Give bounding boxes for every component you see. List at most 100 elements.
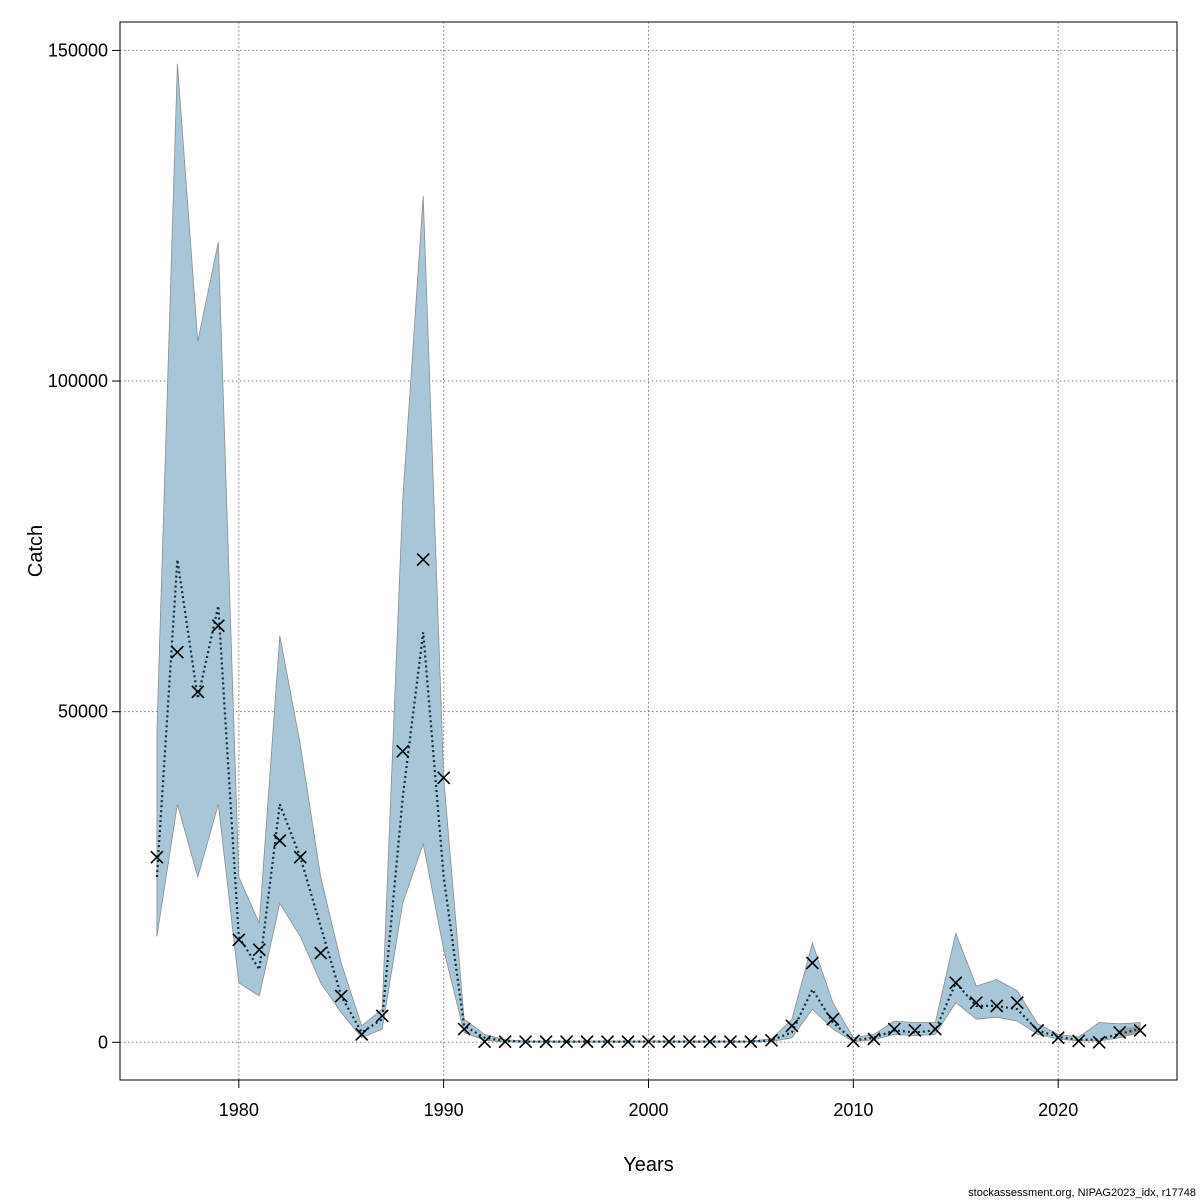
observed-point (662, 1035, 676, 1049)
x-tick-label: 1980 (219, 1100, 259, 1120)
axes: 1980 1990 2000 2010 2020 0 50000 100000 150000 (48, 40, 1078, 1120)
observed-point (641, 1035, 656, 1049)
observed-point (252, 943, 266, 957)
observed-point-stroke (600, 1035, 615, 1049)
observed-point-stroke (314, 946, 328, 960)
observed-point (887, 1022, 901, 1036)
observed-point (744, 1035, 758, 1049)
observed-point-stroke (355, 1027, 369, 1041)
observed-point (785, 1019, 799, 1033)
observed-point-stroke (949, 976, 963, 990)
observed-point-stroke (457, 1022, 471, 1036)
observed-point-stroke (703, 1035, 717, 1049)
observed-point (1133, 1023, 1147, 1037)
observed-point (703, 1035, 717, 1049)
observed-point-stroke (662, 1035, 676, 1049)
observed-point (949, 976, 963, 990)
observed-point (867, 1032, 881, 1046)
observed-point-stroke (1051, 1031, 1065, 1045)
observed-point-stroke (437, 771, 451, 785)
observed-point (826, 1012, 840, 1026)
y-tick-label: 150000 (48, 40, 108, 60)
observed-point (805, 956, 819, 970)
observed-point (846, 1034, 860, 1048)
observed-point (1051, 1031, 1065, 1045)
observed-point (600, 1035, 615, 1049)
x-tick-label: 2000 (628, 1100, 668, 1120)
observed-point (969, 996, 983, 1010)
observed-point-stroke (273, 834, 287, 848)
y-tick-label: 50000 (58, 702, 108, 722)
observed-point (1031, 1023, 1045, 1037)
observed-point (457, 1022, 471, 1036)
observed-point-stroke (723, 1035, 738, 1049)
observed-point-stroke (539, 1035, 553, 1049)
observed-point-stroke (1092, 1035, 1106, 1049)
observed-point (211, 619, 225, 633)
observed-point-stroke (764, 1033, 778, 1047)
observed-point-stroke (478, 1035, 492, 1049)
observed-point (293, 850, 307, 864)
x-tick-label: 1990 (424, 1100, 464, 1120)
observed-point (334, 989, 348, 1003)
observed-point-stroke (969, 996, 983, 1010)
observed-point-stroke (928, 1022, 942, 1036)
observed-point (273, 834, 287, 848)
observed-point-stroke (805, 956, 819, 970)
observed-point (621, 1035, 635, 1049)
y-tick-label: 0 (98, 1032, 108, 1052)
observed-point-stroke (1133, 1023, 1147, 1037)
x-tick-label: 2020 (1038, 1100, 1078, 1120)
observed-point-stroke (170, 645, 184, 659)
observed-point (682, 1035, 697, 1049)
observed-point-stroke (1031, 1023, 1045, 1037)
observed-point (519, 1035, 533, 1049)
observed-point-stroke (416, 553, 430, 567)
observed-point (539, 1035, 553, 1049)
observed-point (1072, 1034, 1086, 1048)
observed-point-stroke (334, 989, 348, 1003)
observed-point (928, 1022, 942, 1036)
observed-point-stroke (785, 1019, 799, 1033)
observed-point-stroke (293, 850, 307, 864)
observed-point (498, 1035, 512, 1049)
observed-point-stroke (580, 1035, 594, 1049)
observed-point (990, 999, 1004, 1013)
observed-point-stroke (1113, 1025, 1127, 1039)
observed-point-stroke (375, 1009, 389, 1023)
observed-point (396, 744, 410, 758)
observed-point-stroke (744, 1035, 758, 1049)
observed-point (416, 553, 430, 567)
observed-point (908, 1023, 922, 1037)
observed-point-stroke (682, 1035, 697, 1049)
observed-point-stroke (232, 933, 246, 947)
observed-point-stroke (519, 1035, 533, 1049)
observed-point (723, 1035, 738, 1049)
observed-point-stroke (867, 1032, 881, 1046)
observed-point-stroke (211, 619, 225, 633)
observed-point-stroke (846, 1034, 860, 1048)
observed-point (478, 1035, 492, 1049)
observed-markers (150, 553, 1147, 1049)
y-axis-title: Catch (25, 525, 47, 577)
footnote: stockassessment.org, NIPAG2023_idx, r177… (968, 1187, 1196, 1199)
observed-point-stroke (1072, 1034, 1086, 1048)
observed-point-stroke (621, 1035, 635, 1049)
observed-point (1113, 1025, 1127, 1039)
observed-point (580, 1035, 594, 1049)
y-tick-label: 100000 (48, 371, 108, 391)
observed-point (355, 1027, 369, 1041)
observed-point (559, 1035, 574, 1049)
observed-point-stroke (641, 1035, 656, 1049)
observed-point-stroke (252, 943, 266, 957)
observed-point-stroke (559, 1035, 574, 1049)
observed-point (1010, 996, 1024, 1010)
observed-point-stroke (887, 1022, 901, 1036)
observed-point-stroke (826, 1012, 840, 1026)
observed-point-stroke (498, 1035, 512, 1049)
observed-point (764, 1033, 778, 1047)
observed-point (375, 1009, 389, 1023)
observed-point (437, 771, 451, 785)
observed-point (314, 946, 328, 960)
